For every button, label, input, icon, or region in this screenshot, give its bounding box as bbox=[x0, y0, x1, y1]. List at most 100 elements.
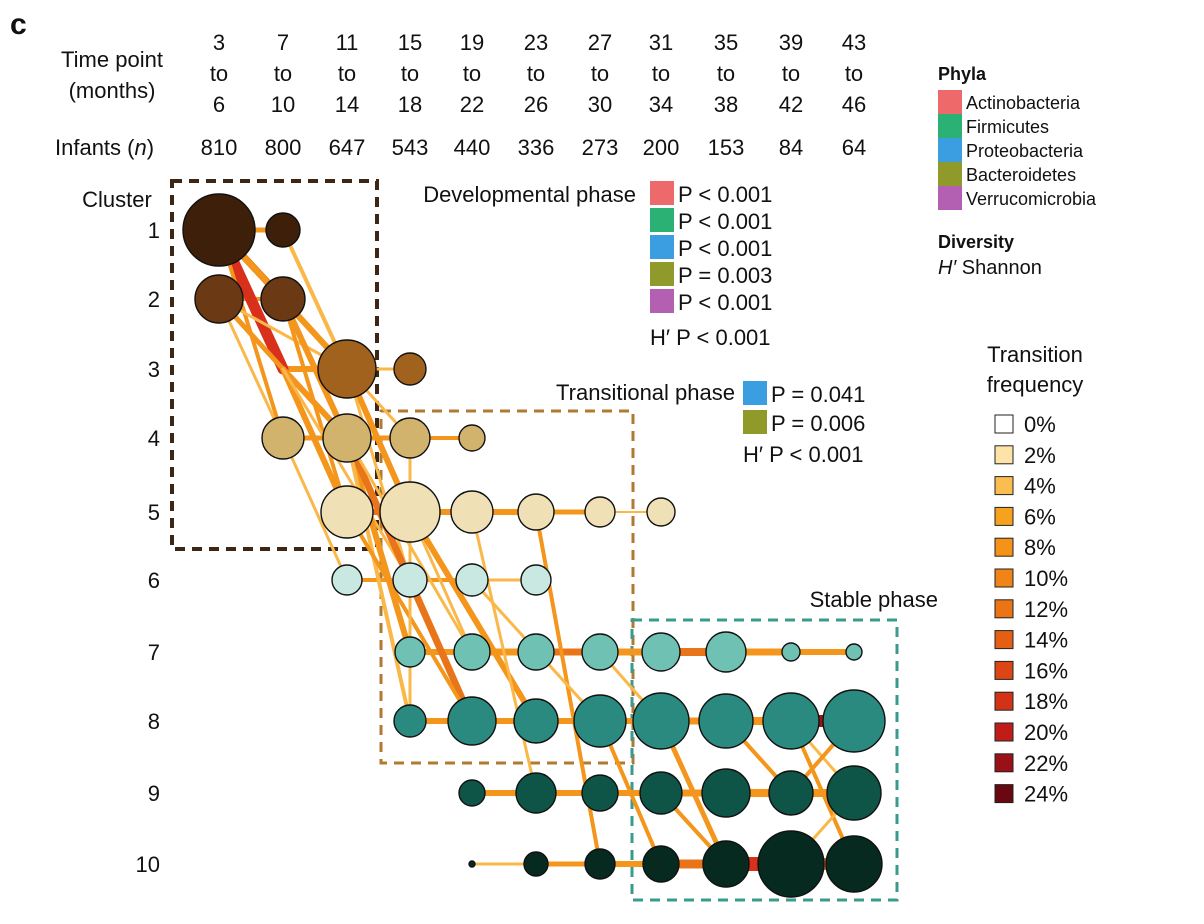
phylum-legend-swatch bbox=[938, 162, 962, 186]
phyla-legend: Actinobacteria Firmicutes Proteobacteria Ba… bbox=[938, 90, 1097, 210]
time-point-end: 22 bbox=[460, 92, 484, 117]
time-point-start: 19 bbox=[460, 30, 484, 55]
cluster-node bbox=[642, 845, 680, 883]
cluster-node bbox=[845, 643, 863, 661]
phase-test-stat: P = 0.041 bbox=[771, 382, 865, 407]
phase-test-stat: P = 0.006 bbox=[771, 411, 865, 436]
cluster-node bbox=[573, 694, 627, 748]
cluster-label: 7 bbox=[148, 640, 160, 665]
transition-legend-label: 18% bbox=[1024, 689, 1068, 714]
infant-count: 800 bbox=[265, 135, 302, 160]
phase-test-stat: P < 0.001 bbox=[678, 209, 772, 234]
time-point-unit: (months) bbox=[69, 78, 156, 103]
infant-count: 64 bbox=[842, 135, 866, 160]
infant-count: 84 bbox=[779, 135, 803, 160]
cluster-node bbox=[447, 696, 497, 746]
time-point-to: to bbox=[401, 61, 419, 86]
transitional-phase-title: Transitional phase bbox=[556, 380, 735, 405]
infant-count: 153 bbox=[708, 135, 745, 160]
transition-edge bbox=[281, 436, 349, 582]
phylum-legend-swatch bbox=[938, 138, 962, 162]
cluster-node bbox=[584, 496, 616, 528]
phase-test-stat: P < 0.001 bbox=[678, 182, 772, 207]
cluster-node bbox=[393, 352, 427, 386]
phylum-swatch bbox=[743, 381, 767, 405]
time-point-end: 26 bbox=[524, 92, 548, 117]
cluster-node bbox=[468, 860, 476, 868]
transition-legend-label: 10% bbox=[1024, 566, 1068, 591]
time-point-headers: 3 to 6 810 7 to 10 800 11 to 14 647 15 to 18 543 19 to 22 4… bbox=[201, 30, 867, 160]
infant-count: 336 bbox=[518, 135, 555, 160]
cluster-node bbox=[317, 339, 377, 399]
transition-legend-label: 0% bbox=[1024, 412, 1056, 437]
transitional-diversity-stat: H′ P < 0.001 bbox=[743, 442, 864, 467]
transition-legend-swatch bbox=[994, 506, 1014, 526]
transition-legend-swatch bbox=[994, 784, 1014, 804]
cluster-node bbox=[768, 770, 814, 816]
transition-legend-title-line1: Transition bbox=[987, 342, 1083, 367]
time-point-end: 30 bbox=[588, 92, 612, 117]
time-point-end: 42 bbox=[779, 92, 803, 117]
cluster-node bbox=[458, 424, 486, 452]
infants-label: Infants (n) bbox=[55, 135, 154, 160]
time-point-end: 10 bbox=[271, 92, 295, 117]
phylum-swatch bbox=[743, 410, 767, 434]
time-point-end: 46 bbox=[842, 92, 866, 117]
cluster-node bbox=[825, 835, 883, 893]
cluster-node bbox=[822, 689, 886, 753]
transitional-phase-tests: P = 0.041 P = 0.006 bbox=[743, 381, 865, 436]
transition-legend-swatch bbox=[994, 476, 1014, 496]
cluster-node bbox=[520, 564, 552, 596]
cluster-node bbox=[322, 413, 372, 463]
time-point-to: to bbox=[652, 61, 670, 86]
infant-count: 543 bbox=[392, 135, 429, 160]
cluster-label: 10 bbox=[136, 852, 160, 877]
phylum-legend-label: Proteobacteria bbox=[966, 141, 1084, 161]
phylum-swatch bbox=[650, 235, 674, 259]
transition-legend-label: 12% bbox=[1024, 597, 1068, 622]
cluster-node bbox=[515, 772, 557, 814]
time-point-end: 14 bbox=[335, 92, 359, 117]
cluster-node bbox=[453, 633, 491, 671]
stable-phase-title: Stable phase bbox=[810, 587, 938, 612]
cluster-node bbox=[781, 642, 801, 662]
cluster-node bbox=[455, 563, 489, 597]
cluster-node bbox=[517, 633, 555, 671]
transition-legend-swatch bbox=[994, 753, 1014, 773]
phylum-swatch bbox=[650, 262, 674, 286]
cluster-node bbox=[641, 632, 681, 672]
transition-legend-label: 6% bbox=[1024, 504, 1056, 529]
transition-legend-swatch bbox=[994, 414, 1014, 434]
cluster-node bbox=[517, 493, 555, 531]
cluster-node bbox=[632, 692, 690, 750]
time-point-start: 15 bbox=[398, 30, 422, 55]
phylum-swatch bbox=[650, 289, 674, 313]
cluster-node bbox=[523, 851, 549, 877]
infant-count: 647 bbox=[329, 135, 366, 160]
phylum-legend-swatch bbox=[938, 90, 962, 114]
time-point-start: 23 bbox=[524, 30, 548, 55]
phylum-legend-swatch bbox=[938, 186, 962, 210]
cluster-node bbox=[392, 562, 428, 598]
time-point-to: to bbox=[463, 61, 481, 86]
transition-legend-label: 16% bbox=[1024, 658, 1068, 683]
cluster-node bbox=[584, 848, 616, 880]
cluster-label: 8 bbox=[148, 709, 160, 734]
transition-edge bbox=[344, 435, 413, 655]
time-point-end: 18 bbox=[398, 92, 422, 117]
phylum-legend-label: Firmicutes bbox=[966, 117, 1049, 137]
cluster-axis-title: Cluster bbox=[82, 187, 152, 212]
transition-legend-swatch bbox=[994, 568, 1014, 588]
phylum-legend-label: Verrucomicrobia bbox=[966, 189, 1097, 209]
transition-legend-label: 22% bbox=[1024, 751, 1068, 776]
diversity-legend-entry: H′ Shannon bbox=[938, 257, 1042, 279]
cluster-node bbox=[194, 274, 244, 324]
cluster-node bbox=[698, 693, 754, 749]
time-point-to: to bbox=[845, 61, 863, 86]
transition-edge bbox=[407, 509, 539, 724]
time-point-to: to bbox=[210, 61, 228, 86]
cluster-label: 6 bbox=[148, 568, 160, 593]
cluster-node bbox=[260, 276, 306, 322]
transition-edge bbox=[217, 297, 285, 440]
